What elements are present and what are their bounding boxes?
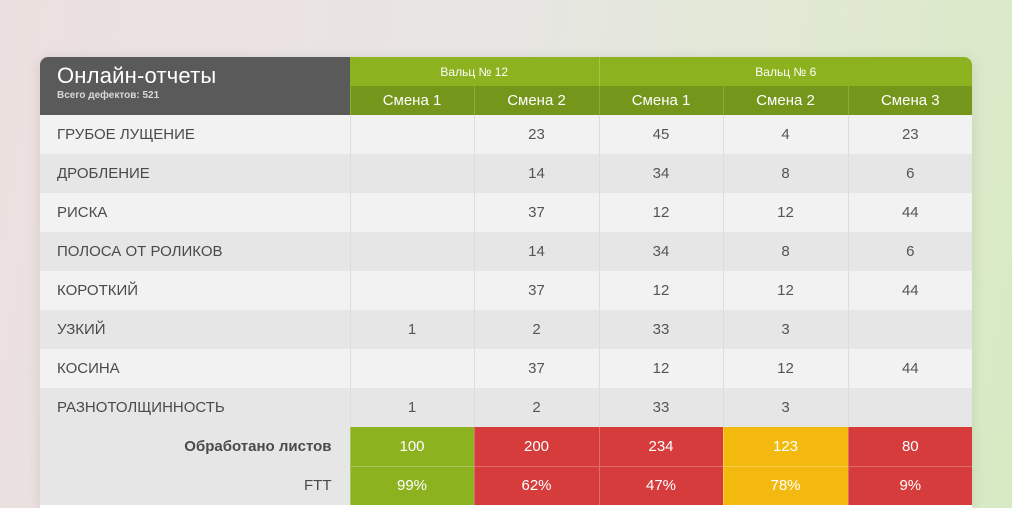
defect-count: 6 <box>847 154 972 193</box>
shift-header: Смена 1 <box>598 86 724 115</box>
table-row: УЗКИЙ 1 2 33 3 <box>40 310 972 349</box>
table-row: РАЗНОТОЛЩИННОСТЬ 1 2 33 3 <box>40 388 972 427</box>
defect-label: ДРОБЛЕНИЕ <box>40 154 350 193</box>
defect-label: ГРУБОЕ ЛУЩЕНИЕ <box>40 115 350 154</box>
defect-count <box>847 388 972 427</box>
defect-count: 12 <box>598 193 724 232</box>
defect-count: 12 <box>598 349 724 388</box>
defects-table: Онлайн-отчеты Всего дефектов: 521 Вальц … <box>40 57 972 505</box>
defect-count: 34 <box>598 232 724 271</box>
defect-count: 23 <box>473 115 600 154</box>
defect-count: 4 <box>722 115 849 154</box>
processed-value: 123 <box>722 427 849 466</box>
defect-count: 8 <box>722 232 849 271</box>
defect-count: 37 <box>473 193 600 232</box>
defect-count: 37 <box>473 271 600 310</box>
title-block: Онлайн-отчеты Всего дефектов: 521 <box>40 57 350 115</box>
ftt-value: 62% <box>473 465 600 505</box>
shift-header: Смена 3 <box>847 86 972 115</box>
table-row: ПОЛОСА ОТ РОЛИКОВ 14 34 8 6 <box>40 232 972 271</box>
defect-count: 3 <box>722 388 849 427</box>
ftt-row: FTT 99% 62% 47% 78% 9% <box>40 465 972 505</box>
defect-count: 33 <box>598 388 724 427</box>
ftt-label: FTT <box>40 466 350 505</box>
defect-count: 34 <box>598 154 724 193</box>
shift-header: Смена 2 <box>473 86 600 115</box>
defect-count: 3 <box>722 310 849 349</box>
defect-count: 14 <box>473 154 600 193</box>
defect-count: 45 <box>598 115 724 154</box>
defect-count: 44 <box>847 349 972 388</box>
table-row: КОСИНА 37 12 12 44 <box>40 349 972 388</box>
defect-label: ПОЛОСА ОТ РОЛИКОВ <box>40 232 350 271</box>
table-row: ДРОБЛЕНИЕ 14 34 8 6 <box>40 154 972 193</box>
table-row: РИСКА 37 12 12 44 <box>40 193 972 232</box>
defect-count: 8 <box>722 154 849 193</box>
defect-count: 6 <box>847 232 972 271</box>
page-title: Онлайн-отчеты <box>57 63 217 88</box>
defect-label: КОРОТКИЙ <box>40 271 350 310</box>
group-header-valets-6: Вальц № 6 <box>598 57 972 86</box>
table-row: КОРОТКИЙ 37 12 12 44 <box>40 271 972 310</box>
defects-total: Всего дефектов: 521 <box>57 90 160 101</box>
defect-count <box>349 193 474 232</box>
defect-count: 12 <box>722 349 849 388</box>
shift-header: Смена 2 <box>722 86 849 115</box>
defect-count <box>349 232 474 271</box>
processed-value: 234 <box>598 427 724 466</box>
group-header-valets-12: Вальц № 12 <box>350 57 600 86</box>
processed-value: 200 <box>473 427 600 466</box>
defect-label: РИСКА <box>40 193 350 232</box>
defect-count: 37 <box>473 349 600 388</box>
defect-count: 44 <box>847 271 972 310</box>
defect-count <box>847 310 972 349</box>
defect-count <box>349 154 474 193</box>
defect-count: 12 <box>722 271 849 310</box>
defect-count: 14 <box>473 232 600 271</box>
defect-count <box>349 271 474 310</box>
table-row: ГРУБОЕ ЛУЩЕНИЕ 23 45 4 23 <box>40 115 972 154</box>
processed-label: Обработано листов <box>40 427 350 466</box>
defect-count: 33 <box>598 310 724 349</box>
defect-label: РАЗНОТОЛЩИННОСТЬ <box>40 388 350 427</box>
defect-count <box>349 349 474 388</box>
processed-value: 100 <box>349 427 474 466</box>
defect-label: КОСИНА <box>40 349 350 388</box>
report-card: Онлайн-отчеты Всего дефектов: 521 Вальц … <box>40 57 972 508</box>
defect-count: 2 <box>473 310 600 349</box>
defect-count: 23 <box>847 115 972 154</box>
defect-label: УЗКИЙ <box>40 310 350 349</box>
shift-header: Смена 1 <box>349 86 474 115</box>
defect-count: 2 <box>473 388 600 427</box>
processed-value: 80 <box>847 427 972 466</box>
defect-count <box>349 115 474 154</box>
defect-count: 1 <box>349 388 474 427</box>
defect-count: 12 <box>598 271 724 310</box>
processed-row: Обработано листов 100 200 234 123 80 <box>40 427 972 466</box>
ftt-value: 78% <box>722 465 849 505</box>
ftt-value: 99% <box>349 465 474 505</box>
ftt-value: 9% <box>847 465 972 505</box>
defect-count: 44 <box>847 193 972 232</box>
defect-count: 12 <box>722 193 849 232</box>
ftt-value: 47% <box>598 465 724 505</box>
defect-count: 1 <box>349 310 474 349</box>
